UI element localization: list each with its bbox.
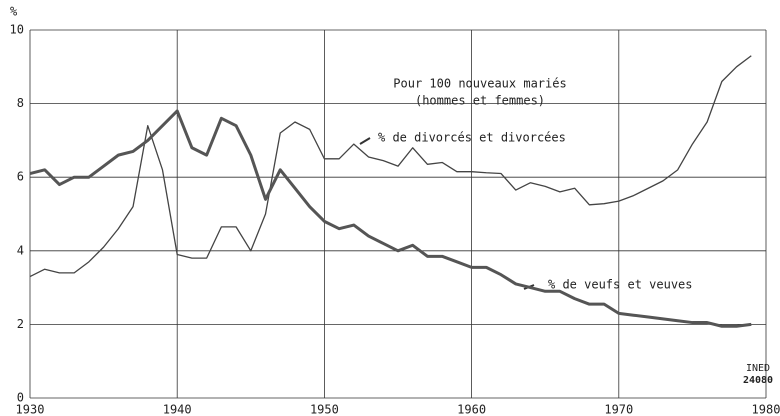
series-line [29,109,752,328]
x-tick-label: 1940 [163,403,192,416]
x-tick-label: 1970 [604,403,633,416]
y-tick-label: 4 [17,243,24,257]
x-tick-label: 1950 [310,403,339,416]
y-tick-label: 6 [17,170,24,184]
source: 24080 [743,375,773,386]
y-tick-label: 10 [10,23,24,37]
series-line [29,55,752,278]
series-label: % de veufs et veuves [548,278,693,292]
x-tick-label: 1960 [457,403,486,416]
annotation: (hommes et femmes) [415,94,545,108]
pointer [359,137,535,290]
x-tick-label: 1980 [752,403,780,416]
x-tick-label: 1930 [16,403,45,416]
y-axis-label: % [10,5,18,19]
y-tick-label: 8 [17,96,24,110]
annotation: Pour 100 nouveaux mariés [393,77,566,91]
source: INED [746,363,770,374]
y-tick-label: 2 [17,317,24,331]
y-tick-label: 0 [17,391,24,405]
